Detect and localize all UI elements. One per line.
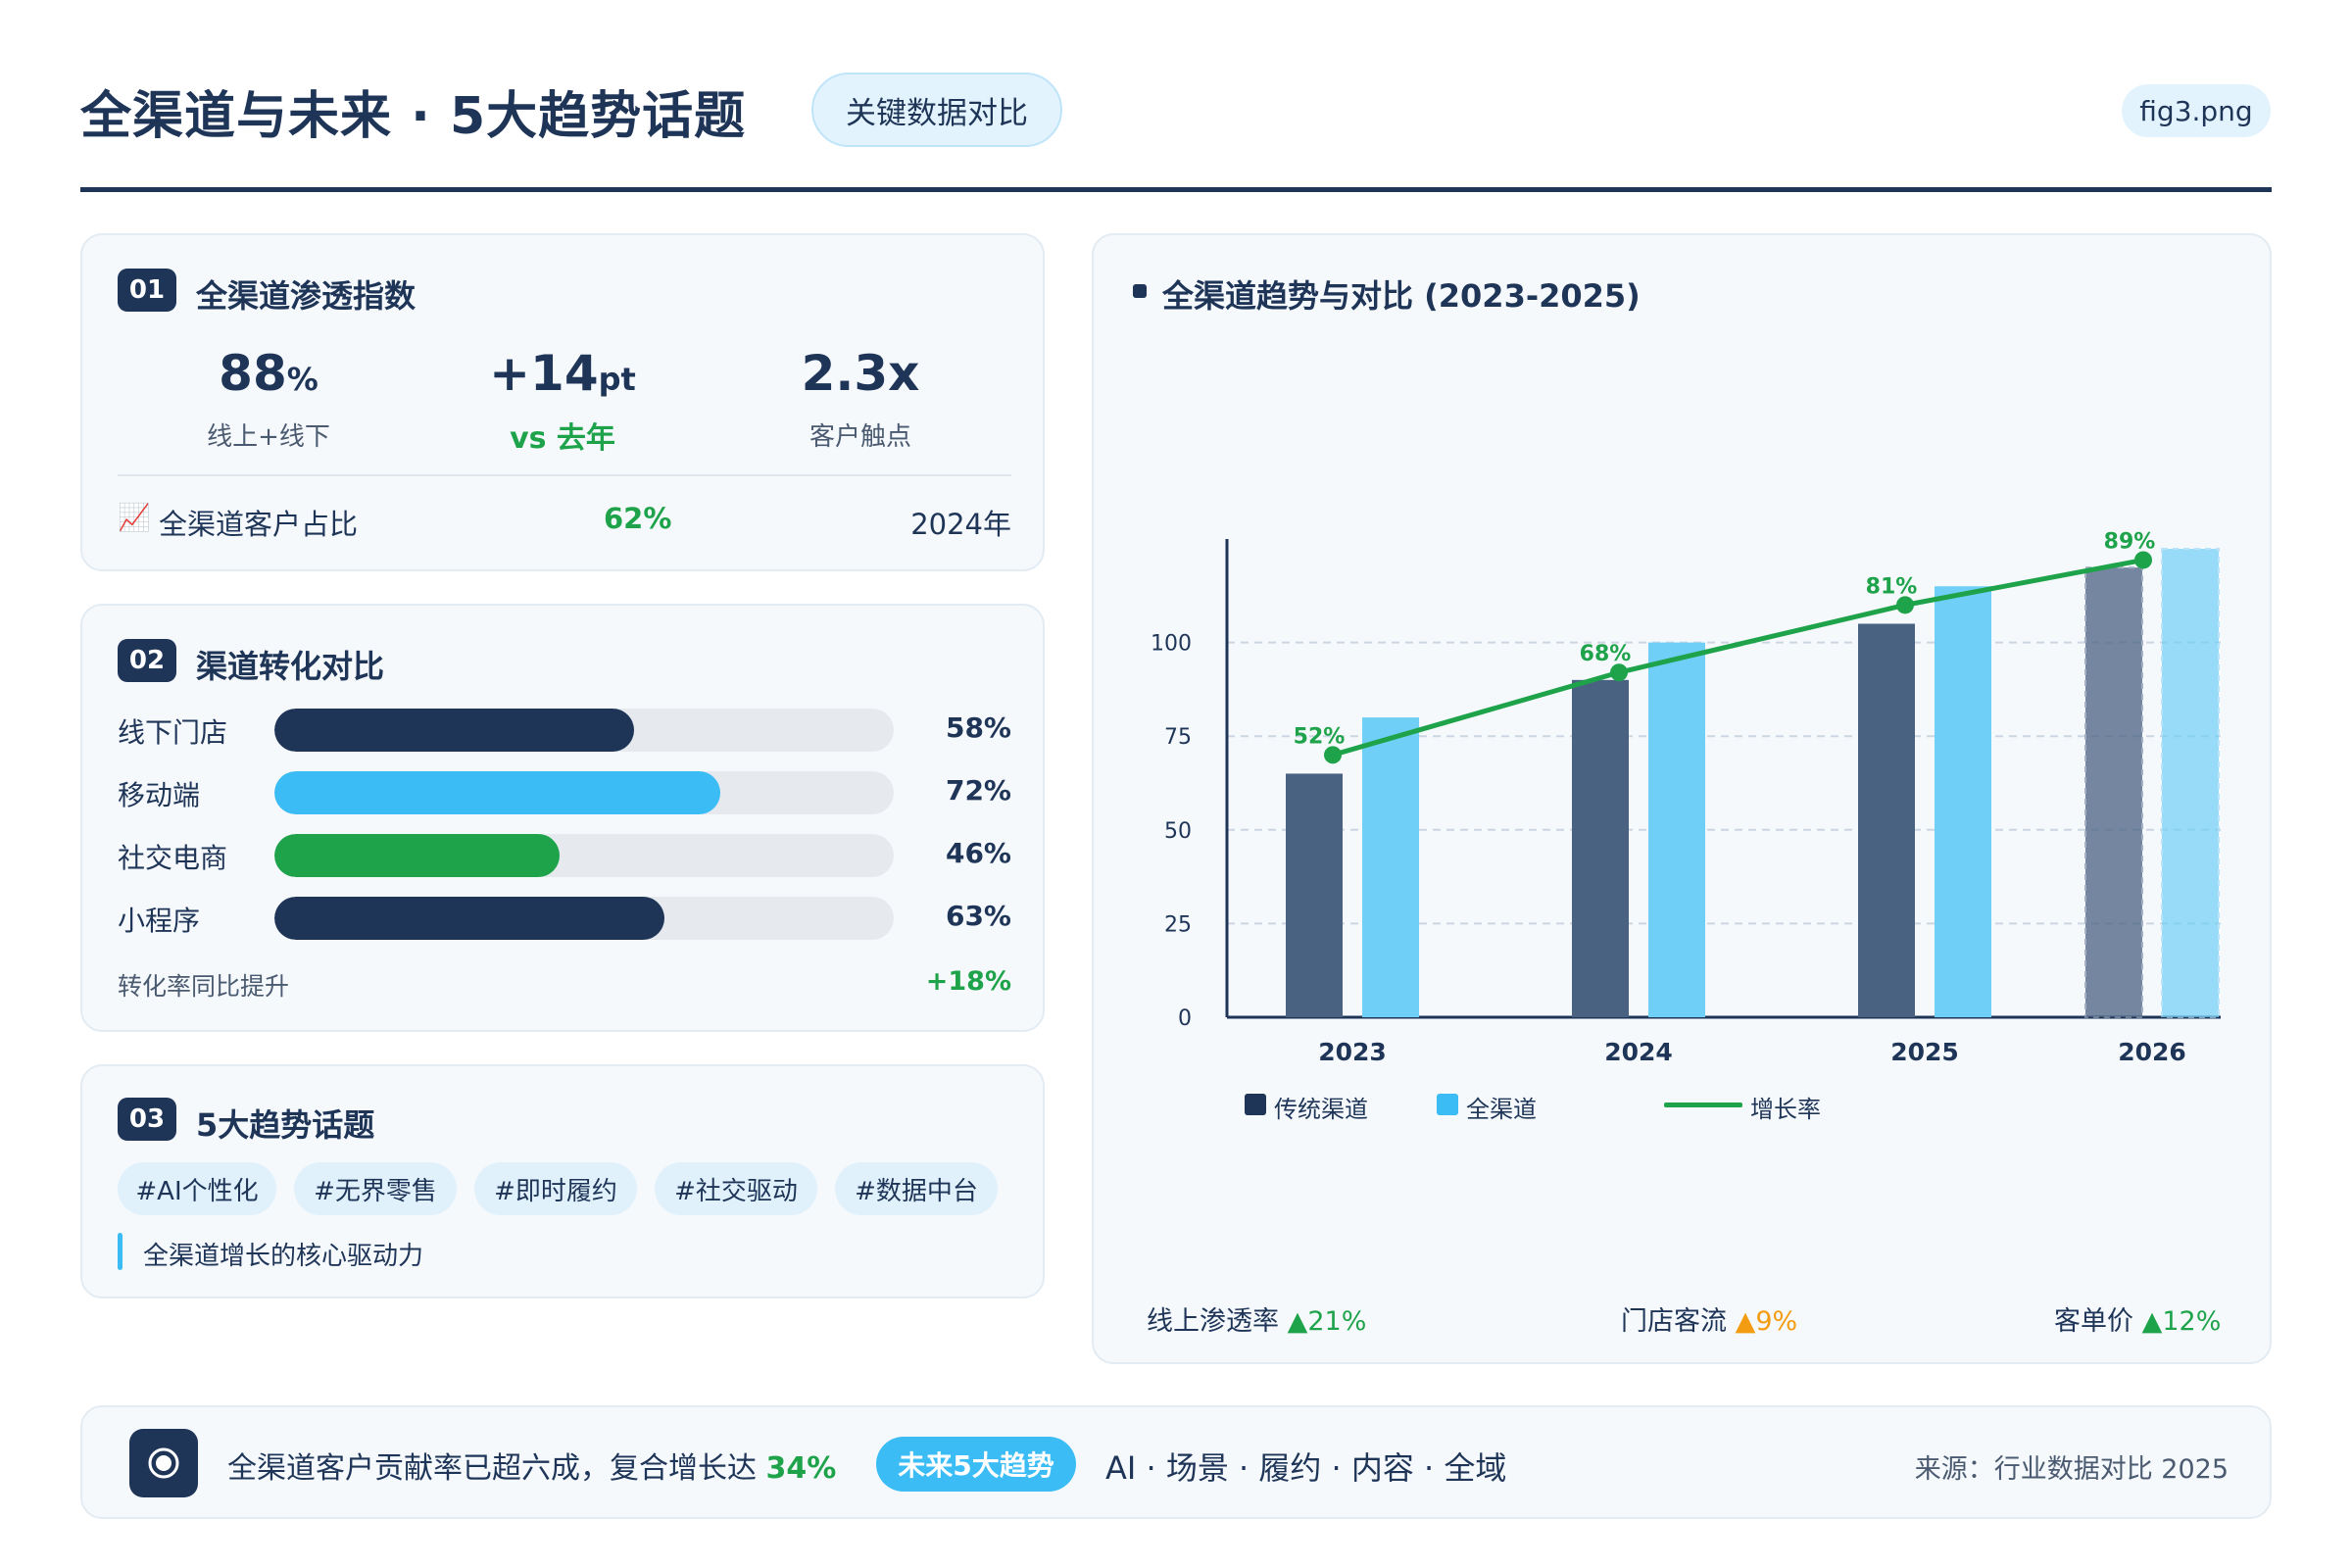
bar-label: 线下门店 — [118, 716, 228, 749]
growth-point — [2134, 551, 2152, 569]
bar-omnichannel — [1935, 586, 1991, 1017]
legend-label: 增长率 — [1750, 1096, 1821, 1123]
customer-share-label: 全渠道客户占比 — [159, 508, 359, 541]
source-note: 来源：行业数据对比 2025 — [1914, 1454, 2229, 1485]
topic-tag[interactable]: #无界零售 — [294, 1162, 457, 1215]
stat-label: 客户触点 — [808, 422, 911, 452]
card-penetration-index: 01 全渠道渗透指数 88% 线上+线下 +14pt vs 去年 2.3x 客户… — [80, 233, 1045, 571]
growth-point — [1324, 746, 1342, 764]
topic-note: 全渠道增长的核心驱动力 — [143, 1242, 424, 1271]
bar-omnichannel — [2161, 548, 2220, 1018]
bar-omnichannel — [1648, 642, 1705, 1017]
bar-track — [274, 897, 894, 940]
x-tick-label: 2023 — [1318, 1038, 1387, 1066]
legend-swatch-omnichannel — [1437, 1094, 1458, 1115]
y-tick-label: 50 — [1164, 819, 1192, 844]
growth-point — [1896, 596, 1914, 614]
card-title: 渠道转化对比 — [196, 648, 385, 685]
topic-tag[interactable]: #社交驱动 — [655, 1162, 817, 1215]
up-arrow-icon: ▲ — [2141, 1306, 2163, 1337]
page-title: 全渠道与未来 · 5大趋势话题 — [80, 87, 747, 146]
topic-tag[interactable]: #即时履约 — [474, 1162, 637, 1215]
stat-value: 88% — [219, 345, 318, 402]
header-divider — [80, 187, 2272, 192]
card-channel-conversion: 02 渠道转化对比 线下门店 58% 移动端 72% 社交电商 46% 小程序 … — [80, 604, 1045, 1032]
bar-percent: 72% — [945, 774, 1011, 807]
growth-point-label: 68% — [1580, 642, 1632, 666]
bar-fill — [274, 897, 665, 940]
topic-tag[interactable]: #数据中台 — [835, 1162, 998, 1215]
up-arrow-icon: ▲ — [1287, 1306, 1308, 1337]
bar-fill — [274, 709, 634, 752]
bar-label: 小程序 — [118, 905, 201, 937]
growth-point-label: 89% — [2104, 529, 2156, 554]
bar-fill — [274, 771, 721, 814]
bar-omnichannel — [1362, 717, 1419, 1017]
bar-traditional — [1858, 623, 1915, 1017]
note-accent-bar — [118, 1233, 122, 1270]
footer-summary: 全渠道客户贡献率已超六成，复合增长达 34% — [227, 1451, 837, 1486]
bar-label: 移动端 — [118, 779, 201, 811]
growth-point-label: 52% — [1294, 724, 1346, 749]
footer-banner: 全渠道客户贡献率已超六成，复合增长达 34% 未来5大趋势 AI · 场景 · … — [80, 1405, 2272, 1519]
bar-track — [274, 709, 894, 752]
bar-percent: 63% — [945, 900, 1011, 932]
bar-percent: 58% — [945, 711, 1011, 744]
y-tick-label: 100 — [1151, 632, 1192, 657]
future-trends-pill[interactable]: 未来5大趋势 — [876, 1437, 1076, 1492]
store-traffic-stat: 门店客流 ▲9% — [1621, 1306, 1798, 1337]
legend-label: 传统渠道 — [1274, 1096, 1368, 1123]
bar-traditional — [1286, 773, 1343, 1017]
bar-percent: 46% — [945, 837, 1011, 869]
customer-share-value: 62% — [604, 502, 672, 535]
trend-list: AI · 场景 · 履约 · 内容 · 全域 — [1105, 1449, 1507, 1487]
growth-point — [1610, 663, 1628, 682]
card-badge: 01 — [118, 269, 176, 312]
stat-label: vs 去年 — [510, 421, 615, 456]
key-data-pill: 关键数据对比 — [811, 73, 1062, 147]
card-title: 全渠道渗透指数 — [196, 277, 416, 315]
stat-value: 2.3x — [801, 345, 920, 402]
file-label-pill: fig3.png — [2122, 84, 2271, 137]
y-tick-label: 25 — [1164, 912, 1192, 937]
x-tick-label: 2026 — [2118, 1038, 2186, 1066]
x-tick-label: 2024 — [1604, 1038, 1673, 1066]
card-trend-topics: 03 5大趋势话题 #AI个性化 #无界零售 #即时履约 #社交驱动 #数据中台… — [80, 1064, 1045, 1298]
up-arrow-icon: ▲ — [1735, 1306, 1756, 1337]
conversion-footer-value: +18% — [925, 966, 1011, 997]
topic-tag[interactable]: #AI个性化 — [118, 1162, 276, 1215]
growth-point-label: 81% — [1866, 574, 1918, 599]
legend-swatch-traditional — [1245, 1094, 1266, 1115]
customer-share-year: 2024年 — [910, 508, 1011, 541]
online-penetration-stat: 线上渗透率 ▲21% — [1147, 1306, 1367, 1337]
stat-label: 线上+线下 — [207, 422, 330, 452]
card-trend-chart: 全渠道趋势与对比 (2023-2025) 0 25 50 75 100 2023 2024 2… — [1092, 233, 2272, 1364]
target-icon — [129, 1429, 198, 1497]
chart-title: 全渠道趋势与对比 (2023-2025) — [1162, 277, 1641, 315]
bar-label: 社交电商 — [118, 842, 228, 874]
y-tick-label: 75 — [1164, 725, 1192, 750]
avg-order-value-stat: 客单价 ▲12% — [2054, 1306, 2222, 1337]
card-badge: 02 — [118, 639, 176, 682]
y-tick-label: 0 — [1178, 1006, 1192, 1031]
legend-label: 全渠道 — [1466, 1096, 1537, 1123]
chart-title-marker — [1133, 284, 1147, 298]
bar-track — [274, 771, 894, 814]
card-badge: 03 — [118, 1098, 176, 1141]
x-tick-label: 2025 — [1890, 1038, 1959, 1066]
trend-chart-icon: 📈 — [118, 503, 151, 533]
bar-traditional — [1572, 679, 1629, 1017]
bar-fill — [274, 834, 560, 877]
card-title: 5大趋势话题 — [196, 1106, 375, 1144]
stat-value: +14pt — [489, 345, 636, 402]
bar-track — [274, 834, 894, 877]
bar-traditional — [2084, 566, 2143, 1018]
card-divider — [118, 474, 1011, 476]
legend-line-growth — [1664, 1102, 1742, 1107]
growth-line — [1330, 557, 2146, 758]
trend-chart: 0 25 50 75 100 2023 2024 2025 2026 52% 68% 81% 89% — [1151, 529, 2221, 1066]
conversion-footer-label: 转化率同比提升 — [118, 972, 290, 1001]
